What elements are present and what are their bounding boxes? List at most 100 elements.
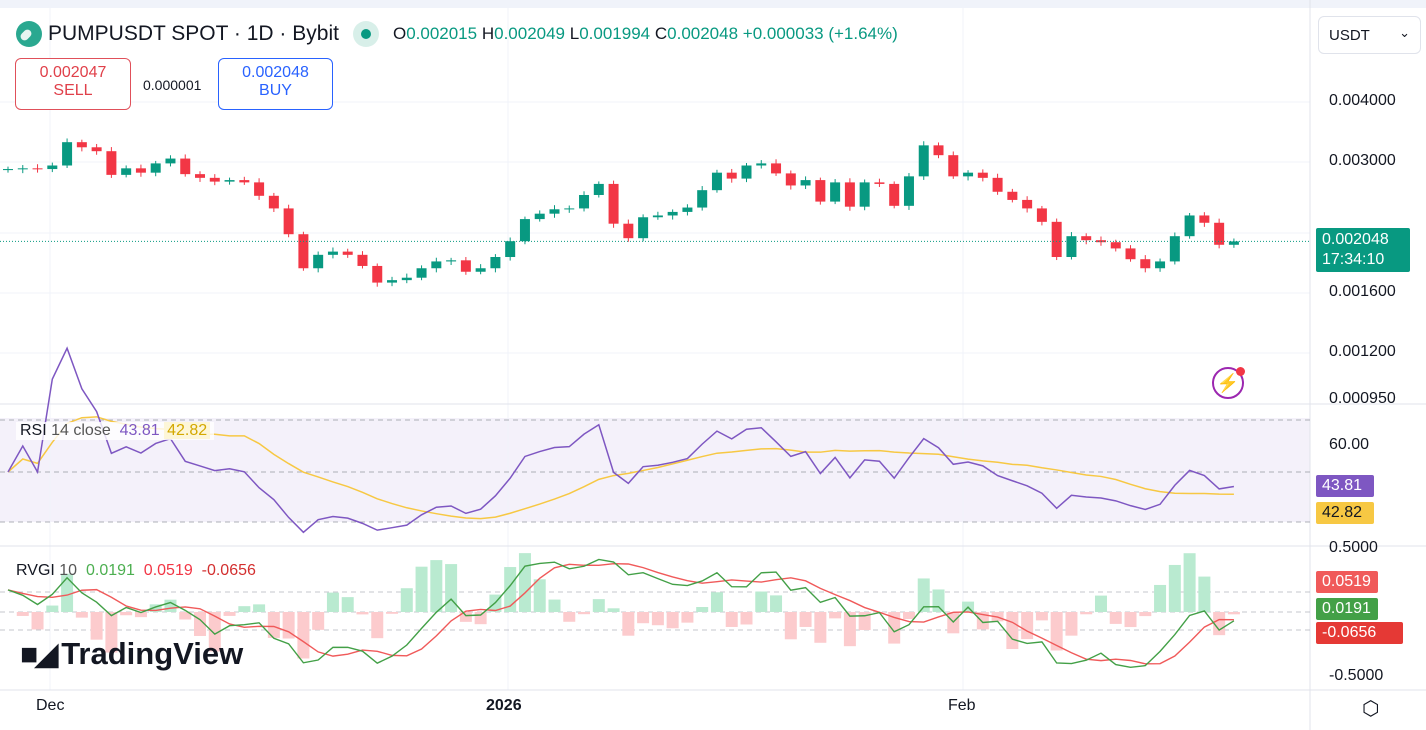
candle-body bbox=[106, 151, 117, 175]
rvgi-histogram-bar bbox=[666, 612, 679, 629]
candle-body bbox=[135, 168, 146, 173]
rvgi-histogram-bar bbox=[371, 612, 384, 639]
rsi-legend[interactable]: RSI 14 close 43.81 42.82 bbox=[16, 422, 215, 440]
rvgi-histogram-bar bbox=[297, 612, 310, 659]
rvgi-tag-3: -0.0656 bbox=[1316, 622, 1403, 644]
rvgi-histogram-bar bbox=[932, 589, 945, 612]
candle-body bbox=[1007, 191, 1018, 200]
rvgi-histogram-bar bbox=[1050, 612, 1063, 651]
candle-body bbox=[608, 183, 619, 224]
candle-body bbox=[1169, 236, 1180, 262]
candle-body bbox=[623, 223, 634, 239]
rvgi-histogram-bar bbox=[445, 564, 458, 612]
candle-body bbox=[534, 213, 545, 220]
candle-body bbox=[17, 168, 28, 170]
rvgi-histogram-bar bbox=[267, 612, 280, 638]
rvgi-histogram-bar bbox=[120, 612, 133, 616]
price-tick: 0.001600 bbox=[1329, 283, 1396, 300]
currency-select[interactable]: USDT ⌄ bbox=[1318, 16, 1421, 54]
rvgi-legend[interactable]: RVGI 10 0.0191 0.0519 -0.0656 bbox=[16, 562, 256, 579]
time-tick: Feb bbox=[948, 697, 976, 714]
spread: 0.000001 bbox=[143, 77, 202, 93]
rvgi-histogram-bar bbox=[637, 612, 650, 624]
rsi-tick: 60.00 bbox=[1329, 436, 1370, 453]
rvgi-histogram-bar bbox=[223, 612, 236, 616]
sell-label: SELL bbox=[53, 82, 93, 99]
candle-body bbox=[859, 182, 870, 207]
candle-body bbox=[313, 254, 324, 269]
rvgi-histogram-bar bbox=[888, 612, 901, 644]
rvgi-histogram-bar bbox=[105, 612, 118, 653]
candle-body bbox=[150, 163, 161, 173]
rvgi-histogram-bar bbox=[208, 612, 221, 652]
rvgi-histogram-bar bbox=[725, 612, 738, 627]
tradingview-logo: ■◢ TradingView bbox=[20, 636, 244, 671]
price-tick: 0.003000 bbox=[1329, 152, 1396, 169]
rsi-value-tag: 43.81 bbox=[1316, 475, 1374, 497]
candle-body bbox=[830, 182, 841, 202]
rvgi-histogram-bar bbox=[179, 612, 192, 620]
candle-body bbox=[475, 268, 486, 272]
rvgi-histogram-bar bbox=[386, 612, 399, 614]
rsi-line bbox=[7, 346, 1235, 534]
candle-body bbox=[1214, 222, 1225, 245]
candle-body bbox=[401, 277, 412, 281]
candle-body bbox=[1140, 259, 1151, 269]
candle-body bbox=[1184, 215, 1195, 237]
candle-body bbox=[121, 168, 132, 175]
rvgi-histogram-bar bbox=[548, 599, 561, 612]
candle-body bbox=[1051, 221, 1062, 258]
rvgi-histogram-bar bbox=[504, 567, 517, 612]
top-strip bbox=[0, 0, 1426, 8]
rvgi-histogram-bar bbox=[164, 599, 177, 612]
alerts-flash-icon[interactable]: ⚡ bbox=[1212, 367, 1245, 399]
time-tick: 2026 bbox=[486, 697, 522, 714]
candle-body bbox=[76, 142, 87, 148]
price-tick: 0.004000 bbox=[1329, 92, 1396, 109]
countdown: 17:34:10 bbox=[1322, 251, 1385, 268]
candle-body bbox=[963, 172, 974, 177]
time-tick: Dec bbox=[36, 697, 65, 714]
rvgi-histogram-bar bbox=[1198, 576, 1211, 612]
rvgi-histogram-bar bbox=[696, 607, 709, 612]
candle-body bbox=[800, 180, 811, 186]
rvgi-histogram-bar bbox=[90, 612, 103, 640]
rvgi-histogram-bar bbox=[46, 605, 59, 612]
candle-body bbox=[579, 194, 590, 209]
market-status-icon[interactable] bbox=[352, 21, 379, 47]
candle-body bbox=[1228, 241, 1239, 245]
rvgi-histogram-bar bbox=[1065, 612, 1078, 636]
candle-body bbox=[268, 195, 279, 209]
rvgi-histogram-bar bbox=[755, 591, 768, 612]
symbol-title[interactable]: PUMPUSDT SPOT · 1D · Bybit bbox=[48, 22, 339, 45]
candle-body bbox=[1125, 248, 1136, 260]
candle-body bbox=[327, 251, 338, 255]
sell-button[interactable]: 0.002047 SELL bbox=[15, 58, 131, 110]
rvgi-histogram-bar bbox=[253, 604, 266, 612]
candle-body bbox=[1081, 236, 1092, 241]
rvgi-histogram-bar bbox=[843, 612, 856, 647]
candle-body bbox=[357, 254, 368, 266]
buy-label: BUY bbox=[259, 82, 292, 99]
rvgi-histogram-bar bbox=[1080, 612, 1093, 615]
candle-body bbox=[977, 172, 988, 178]
candle-body bbox=[992, 177, 1003, 192]
candle-body bbox=[283, 208, 294, 235]
candle-body bbox=[3, 169, 13, 171]
rvgi-histogram-bar bbox=[31, 612, 44, 630]
buy-price: 0.002048 bbox=[242, 64, 309, 81]
buy-button[interactable]: 0.002048 BUY bbox=[218, 58, 333, 110]
rvgi-tick: -0.5000 bbox=[1329, 667, 1384, 684]
candle-body bbox=[195, 174, 206, 178]
rvgi-histogram-bar bbox=[518, 553, 531, 612]
rvgi-histogram-bar bbox=[430, 560, 443, 612]
rvgi-histogram-bar bbox=[1035, 612, 1048, 621]
rvgi-line bbox=[7, 558, 1235, 669]
settings-icon[interactable]: ⬡ bbox=[1362, 698, 1380, 720]
candle-body bbox=[771, 163, 782, 174]
candle-body bbox=[460, 260, 471, 272]
rvgi-histogram-bar bbox=[1183, 553, 1196, 612]
rvgi-histogram-bar bbox=[134, 612, 147, 618]
candle-body bbox=[1155, 261, 1166, 269]
